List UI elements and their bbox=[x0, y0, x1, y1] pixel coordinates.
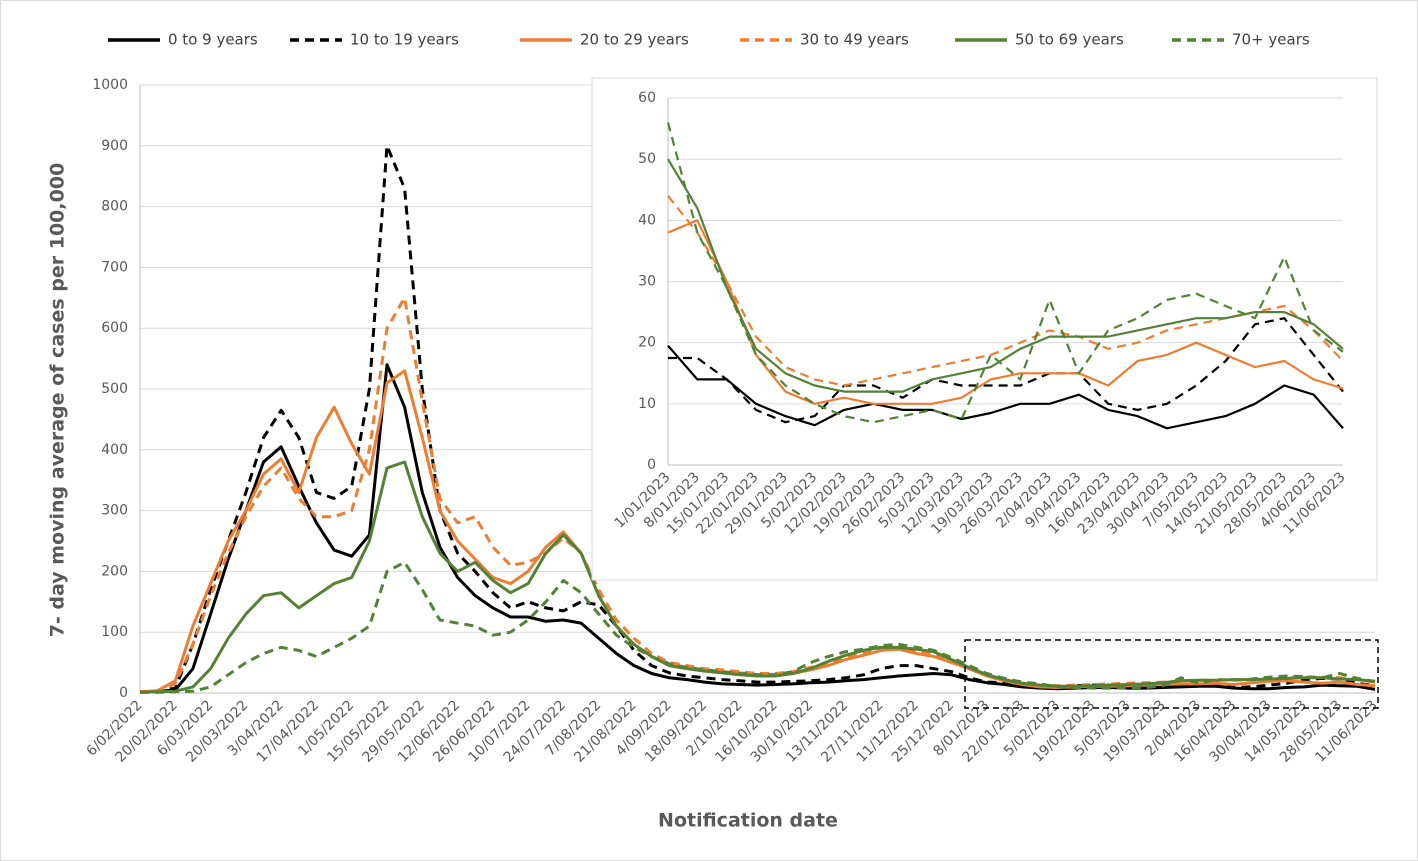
y-tick-label: 0 bbox=[647, 457, 656, 473]
series-line bbox=[666, 122, 1344, 424]
series-line bbox=[667, 195, 1344, 387]
series-line bbox=[667, 344, 1344, 430]
legend-label: 0 to 9 years bbox=[168, 31, 258, 49]
series-line bbox=[139, 363, 1376, 694]
y-tick-label: 40 bbox=[638, 212, 656, 228]
legend-label: 10 to 19 years bbox=[350, 31, 459, 49]
y-tick-label: 900 bbox=[101, 138, 128, 154]
y-tick-label: 300 bbox=[101, 503, 128, 519]
x-axis-title: Notification date bbox=[658, 810, 838, 832]
series-line bbox=[667, 219, 1344, 405]
y-tick-label: 30 bbox=[638, 274, 656, 290]
series-line bbox=[140, 560, 1376, 694]
series-line bbox=[668, 317, 1344, 424]
y-tick-label: 1000 bbox=[92, 77, 128, 93]
y-tick-label: 100 bbox=[101, 624, 128, 640]
series-line bbox=[667, 158, 1344, 393]
y-tick-label: 20 bbox=[638, 335, 656, 351]
y-tick-label: 400 bbox=[101, 442, 128, 458]
y-tick-label: 0 bbox=[119, 685, 128, 701]
legend-label: 70+ years bbox=[1232, 31, 1310, 49]
y-axis-title: 7- day moving average of cases per 100,0… bbox=[47, 163, 69, 638]
y-tick-label: 600 bbox=[101, 320, 128, 336]
legend-label: 30 to 49 years bbox=[800, 31, 909, 49]
y-tick-label: 200 bbox=[101, 563, 128, 579]
legend: 0 to 9 years 10 to 19 years 20 to 29 years… bbox=[108, 31, 1310, 49]
y-tick-label: 50 bbox=[638, 151, 656, 167]
y-tick-label: 60 bbox=[638, 90, 656, 106]
y-tick-label: 700 bbox=[101, 259, 128, 275]
y-tick-label: 500 bbox=[101, 381, 128, 397]
y-tick-label: 10 bbox=[638, 396, 656, 412]
inset-frame bbox=[591, 77, 1378, 581]
legend-label: 50 to 69 years bbox=[1015, 31, 1124, 49]
y-tick-label: 800 bbox=[101, 199, 128, 215]
legend-label: 20 to 29 years bbox=[580, 31, 689, 49]
